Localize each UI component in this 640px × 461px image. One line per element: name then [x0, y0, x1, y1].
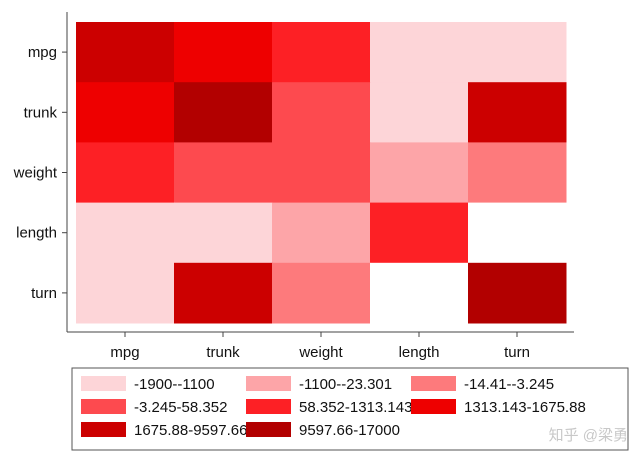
legend-label: -1100--23.301	[299, 376, 392, 393]
heatmap-cell-trunk-mpg	[76, 82, 175, 143]
heatmap-cell-weight-mpg	[76, 142, 175, 204]
heatmap-cell-length-mpg	[76, 202, 175, 264]
y-tick-label: mpg	[28, 44, 57, 61]
legend-swatch	[246, 399, 291, 414]
x-tick-label: trunk	[206, 344, 240, 361]
heatmap-cell-mpg-turn	[468, 22, 567, 83]
heatmap-cell-length-trunk	[174, 202, 273, 264]
heatmap-cell-trunk-turn	[468, 82, 567, 143]
x-tick-label: turn	[504, 344, 530, 361]
heatmap-cells	[76, 22, 567, 324]
legend-box	[71, 367, 629, 451]
legend: -1900--1100 -1100--23.301 -14.41--3.245 -3.…	[81, 376, 586, 439]
heatmap-cell-weight-trunk	[174, 142, 273, 204]
x-tick-label: mpg	[110, 344, 139, 361]
legend-swatch	[81, 376, 126, 391]
legend-label: 58.352-1313.143	[299, 399, 412, 416]
heatmap-cell-weight-turn	[468, 142, 567, 204]
legend-label: -3.245-58.352	[134, 399, 227, 416]
legend-label: -1900--1100	[134, 376, 215, 393]
legend-swatch	[411, 376, 456, 391]
heatmap-cell-length-turn	[468, 202, 567, 264]
heatmap-cell-length-weight	[272, 202, 371, 264]
legend-label: 1313.143-1675.88	[464, 399, 586, 416]
x-tick-label: length	[399, 344, 440, 361]
heatmap-cell-turn-mpg	[76, 262, 175, 324]
heatmap-cell-turn-trunk	[174, 262, 273, 324]
y-axis-ticks: mpg trunk weight length turn	[13, 44, 67, 302]
heatmap-cell-turn-length	[370, 262, 469, 324]
heatmap-cell-trunk-length	[370, 82, 469, 143]
heatmap-cell-length-length	[370, 202, 469, 264]
legend-label: -14.41--3.245	[464, 376, 554, 393]
x-tick-label: weight	[298, 344, 343, 361]
heatmap-cell-mpg-weight	[272, 22, 371, 83]
legend-swatch	[81, 399, 126, 414]
heatmap-cell-weight-weight	[272, 142, 371, 204]
y-tick-label: weight	[13, 165, 58, 182]
legend-label: 1675.88-9597.66	[134, 422, 247, 439]
y-tick-label: turn	[31, 285, 57, 302]
y-tick-label: length	[16, 225, 57, 242]
y-tick-label: trunk	[24, 104, 58, 121]
heatmap-cell-mpg-mpg	[76, 22, 175, 83]
heatmap-cell-trunk-trunk	[174, 82, 273, 143]
heatmap-cell-turn-weight	[272, 262, 371, 324]
x-axis-ticks: mpg trunk weight length turn	[110, 332, 530, 361]
heatmap-cell-weight-length	[370, 142, 469, 204]
heatmap-cell-turn-turn	[468, 262, 567, 324]
legend-swatch	[246, 422, 291, 437]
heatmap-cell-mpg-length	[370, 22, 469, 83]
legend-label: 9597.66-17000	[299, 422, 400, 439]
legend-swatch	[246, 376, 291, 391]
legend-swatch	[81, 422, 126, 437]
watermark: 知乎 @梁勇	[549, 427, 628, 444]
legend-swatch	[411, 399, 456, 414]
heatmap-cell-mpg-trunk	[174, 22, 273, 83]
heatmap-cell-trunk-weight	[272, 82, 371, 143]
